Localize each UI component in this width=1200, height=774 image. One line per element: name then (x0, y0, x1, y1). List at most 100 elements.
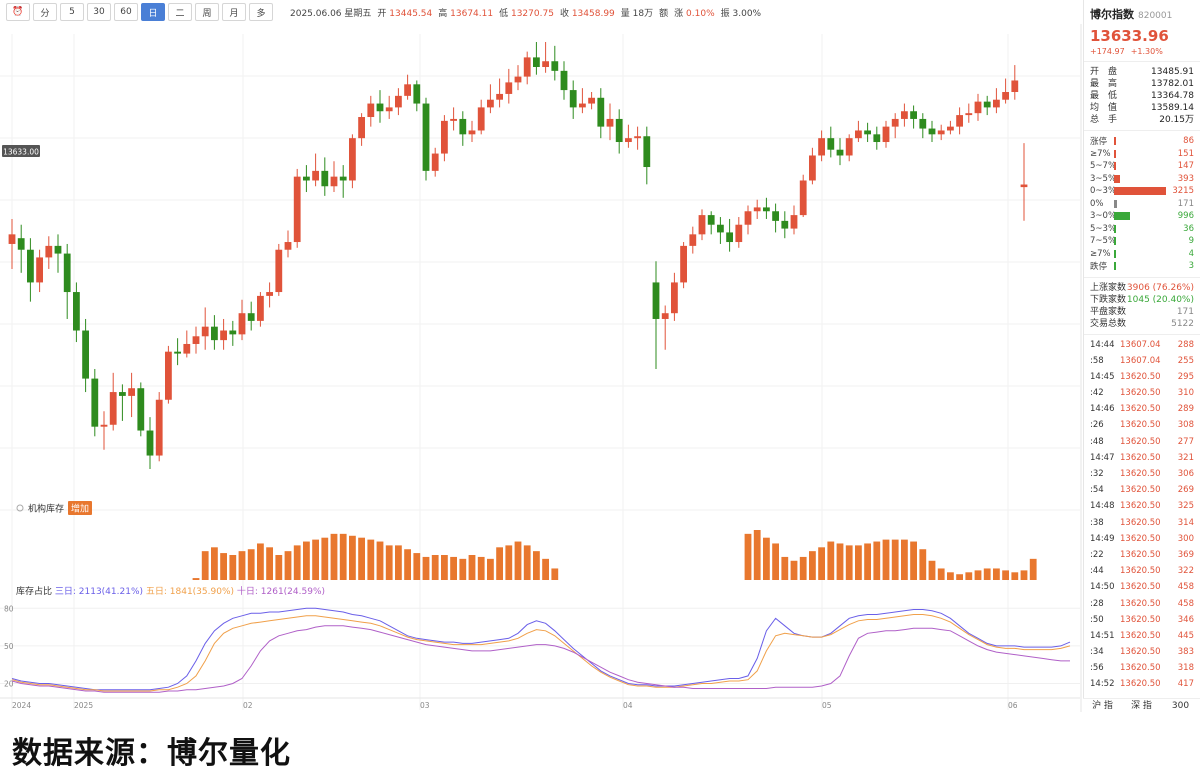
candle-body[interactable] (257, 295, 264, 321)
candle-body[interactable] (413, 84, 421, 104)
candle-body[interactable] (928, 128, 936, 135)
candle-body[interactable] (54, 245, 62, 254)
candle-body[interactable] (505, 82, 513, 94)
candle-body[interactable] (247, 313, 255, 321)
index-tab-0[interactable]: 沪 指 (1092, 701, 1113, 711)
candle-body[interactable] (496, 93, 503, 100)
candle-body[interactable] (128, 388, 135, 396)
alarm-clock-icon[interactable]: ⏰ (6, 3, 30, 21)
candle-body[interactable] (82, 330, 89, 379)
candle-body[interactable] (790, 215, 798, 229)
candle-body[interactable] (339, 176, 347, 181)
candle-body[interactable] (763, 207, 770, 212)
candle-body[interactable] (652, 282, 660, 319)
candle-body[interactable] (910, 111, 917, 119)
candle-body[interactable] (487, 99, 494, 108)
candle-body[interactable] (873, 134, 881, 143)
period-button-1[interactable]: 5 (60, 3, 84, 21)
candle-body[interactable] (17, 238, 25, 250)
candle-body[interactable] (376, 103, 384, 112)
candle-body[interactable] (735, 224, 743, 243)
candle-body[interactable] (698, 215, 706, 235)
candle-body[interactable] (845, 138, 853, 156)
candle-body[interactable] (183, 343, 191, 354)
candle-body[interactable] (303, 176, 310, 181)
candle-body[interactable] (330, 176, 338, 187)
period-button-7[interactable]: 月 (222, 3, 246, 21)
settings-icon[interactable] (16, 504, 24, 512)
candle-body[interactable] (211, 326, 218, 341)
candle-body[interactable] (882, 126, 890, 143)
candle-body[interactable] (689, 234, 697, 246)
period-button-2[interactable]: 30 (87, 3, 111, 21)
candle-body[interactable] (27, 249, 34, 283)
candle-body[interactable] (358, 117, 365, 139)
candle-body[interactable] (514, 76, 522, 83)
candle-body[interactable] (891, 118, 899, 127)
candle-body[interactable] (588, 97, 595, 104)
period-button-6[interactable]: 周 (195, 3, 219, 21)
candle-body[interactable] (8, 234, 16, 244)
candle-body[interactable] (744, 211, 752, 225)
candle-body[interactable] (450, 118, 457, 121)
candle-body[interactable] (983, 101, 991, 108)
candle-body[interactable] (367, 103, 375, 118)
candle-body[interactable] (63, 253, 71, 293)
candle-body[interactable] (422, 103, 430, 171)
candle-body[interactable] (781, 220, 789, 229)
candle-body[interactable] (661, 313, 669, 319)
candle-body[interactable] (45, 245, 53, 258)
candle-body[interactable] (864, 130, 871, 135)
candle-body[interactable] (671, 282, 678, 314)
candle-body[interactable] (827, 138, 835, 150)
candle-body[interactable] (901, 111, 908, 119)
candle-body[interactable] (441, 120, 448, 154)
candle-body[interactable] (597, 97, 605, 127)
candle-body[interactable] (468, 130, 476, 135)
candle-body[interactable] (146, 430, 154, 456)
candle-body[interactable] (615, 118, 623, 143)
candle-body[interactable] (192, 336, 200, 344)
candle-body[interactable] (1020, 184, 1028, 188)
candle-body[interactable] (551, 61, 559, 71)
candle-body[interactable] (772, 211, 779, 221)
candle-body[interactable] (809, 155, 816, 181)
candle-body[interactable] (91, 378, 99, 427)
candle-body[interactable] (579, 103, 586, 108)
candle-body[interactable] (404, 84, 411, 96)
candle-body[interactable] (155, 399, 163, 456)
candle-body[interactable] (137, 388, 145, 431)
period-button-5[interactable]: 二 (168, 3, 192, 21)
index-tab-2[interactable]: 300 (1171, 701, 1190, 711)
candle-body[interactable] (606, 118, 614, 127)
candle-body[interactable] (238, 313, 246, 335)
candle-body[interactable] (312, 170, 319, 181)
candle-body[interactable] (293, 176, 301, 243)
candle-body[interactable] (119, 392, 126, 396)
candle-body[interactable] (459, 118, 467, 135)
period-button-0[interactable]: 分 (33, 3, 57, 21)
candle-body[interactable] (542, 61, 549, 68)
candle-body[interactable] (321, 170, 329, 187)
candle-body[interactable] (36, 257, 43, 283)
candle-body[interactable] (855, 130, 862, 139)
candle-body[interactable] (707, 215, 715, 225)
candle-body[interactable] (634, 136, 641, 139)
candle-body[interactable] (100, 424, 108, 427)
candle-body[interactable] (109, 392, 117, 425)
candle-body[interactable] (569, 90, 577, 108)
period-button-8[interactable]: 多 (249, 3, 273, 21)
trade-ticks[interactable]: 14:44 13607.04 288:58 13607.04 255 14:45 13620… (1084, 335, 1200, 695)
candle-body[interactable] (937, 130, 945, 135)
candle-body[interactable] (965, 113, 973, 116)
period-button-3[interactable]: 60 (114, 3, 138, 21)
candle-body[interactable] (643, 136, 651, 168)
candle-body[interactable] (836, 149, 844, 156)
candle-body[interactable] (1002, 92, 1009, 100)
candle-body[interactable] (818, 138, 825, 156)
candle-body[interactable] (349, 138, 356, 181)
candle-body[interactable] (477, 107, 485, 131)
candle-body[interactable] (717, 224, 724, 233)
candle-body[interactable] (229, 330, 237, 335)
candle-body[interactable] (625, 138, 632, 143)
